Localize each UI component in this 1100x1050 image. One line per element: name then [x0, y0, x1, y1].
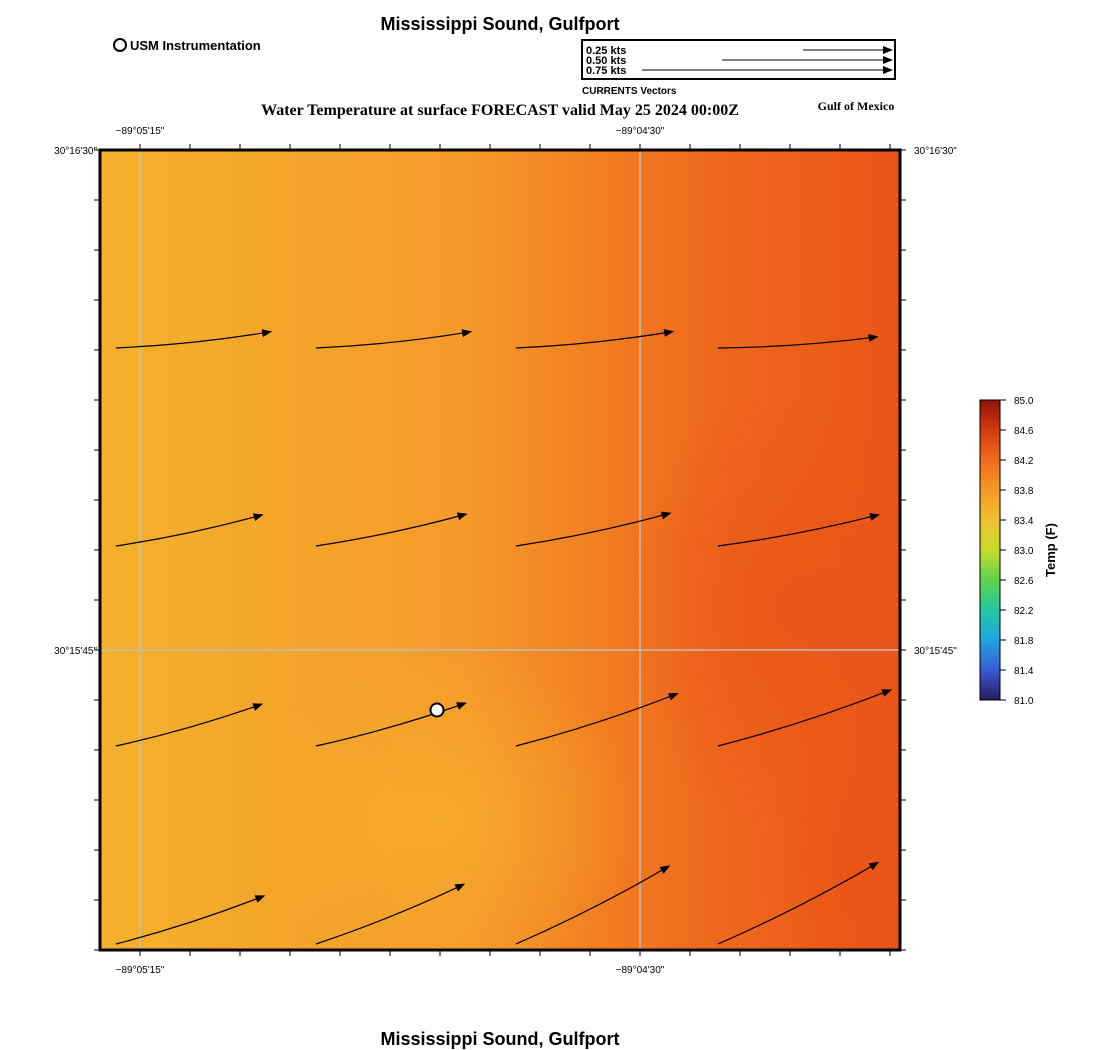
station-legend-icon: [113, 38, 127, 52]
colorbar-tick-label: 81.8: [1014, 636, 1034, 647]
colorbar-tick-label: 81.4: [1014, 666, 1034, 677]
current-vector: [115, 513, 264, 547]
colorbar-tick-label: 84.2: [1014, 456, 1034, 467]
current-vector: [717, 334, 879, 349]
current-vector: [515, 329, 675, 349]
colorbar-title: Temp (F): [1043, 523, 1058, 577]
temperature-field: [100, 150, 900, 950]
top-tick-label-0: −89°05'15": [116, 126, 165, 137]
colorbar-tick-label: 83.0: [1014, 546, 1034, 557]
colorbar-tick-label: 82.6: [1014, 576, 1034, 587]
current-vector: [315, 702, 467, 747]
usm-station-marker[interactable]: [429, 702, 445, 718]
current-vector: [515, 692, 679, 747]
top-tick-label-1: −89°04'30": [616, 126, 665, 137]
current-vector: [515, 865, 671, 945]
map-title: Mississippi Sound, Gulfport: [380, 14, 619, 34]
right-tick-label-0: 30°16'30": [914, 146, 957, 157]
instrumentation-legend: USM Instrumentation: [113, 38, 261, 53]
current-vector: [717, 513, 880, 547]
current-vector: [115, 329, 273, 349]
right-tick-label-1: 30°15'45": [914, 646, 957, 657]
current-vector: [115, 703, 264, 747]
left-tick-label-0: 30°16'30": [54, 146, 97, 157]
colorbar-ticks: 85.0 84.6 84.2 83.8 83.4 83.0 82.6 82.2 81.8 81.4…: [1000, 396, 1034, 707]
current-vector: [115, 895, 266, 945]
map-subtitle: Water Temperature at surface FORECAST va…: [261, 102, 739, 119]
current-vector: [315, 329, 473, 349]
vector-scale-label-1: 0.50 kts: [586, 55, 626, 67]
current-vector: [315, 512, 468, 547]
field-warm-south: [760, 720, 900, 950]
field-warm-core: [620, 380, 900, 840]
current-vectors: [115, 329, 893, 945]
graticule: [100, 150, 900, 950]
field-cool-south: [240, 650, 640, 950]
colorbar-tick-label: 83.4: [1014, 516, 1034, 527]
colorbar-tick-label: 83.8: [1014, 486, 1034, 497]
bottom-tick-label-0: −89°05'15": [116, 965, 165, 976]
current-vector: [717, 689, 893, 747]
colorbar-tick-label: 81.0: [1014, 696, 1034, 707]
colorbar-bar: [979, 399, 1001, 701]
footer-title: Mississippi Sound, Gulfport: [380, 1029, 619, 1049]
left-tick-label-1: 30°15'45": [54, 646, 97, 657]
vector-scale-label-2: 0.75 kts: [586, 65, 626, 77]
bottom-tick-label-1: −89°04'30": [616, 965, 665, 976]
colorbar-tick-label: 82.2: [1014, 606, 1034, 617]
current-vector: [515, 511, 672, 547]
vector-scale-label-0: 0.25 kts: [586, 45, 626, 57]
vector-scale: 0.25 kts 0.50 kts 0.75 kts CURRENTS Vect…: [581, 39, 896, 97]
frame-ticks: [94, 144, 906, 956]
colorbar-tick-label: 84.6: [1014, 426, 1034, 437]
region-label: Gulf of Mexico: [818, 99, 895, 113]
vector-scale-title: CURRENTS Vectors: [582, 86, 677, 97]
current-vector: [315, 883, 466, 945]
current-vector: [717, 861, 880, 945]
colorbar-tick-label: 85.0: [1014, 396, 1034, 407]
colorbar: 85.0 84.6 84.2 83.8 83.4 83.0 82.6 82.2 81.8 81.4…: [979, 396, 1058, 707]
instrumentation-label: USM Instrumentation: [130, 38, 261, 53]
